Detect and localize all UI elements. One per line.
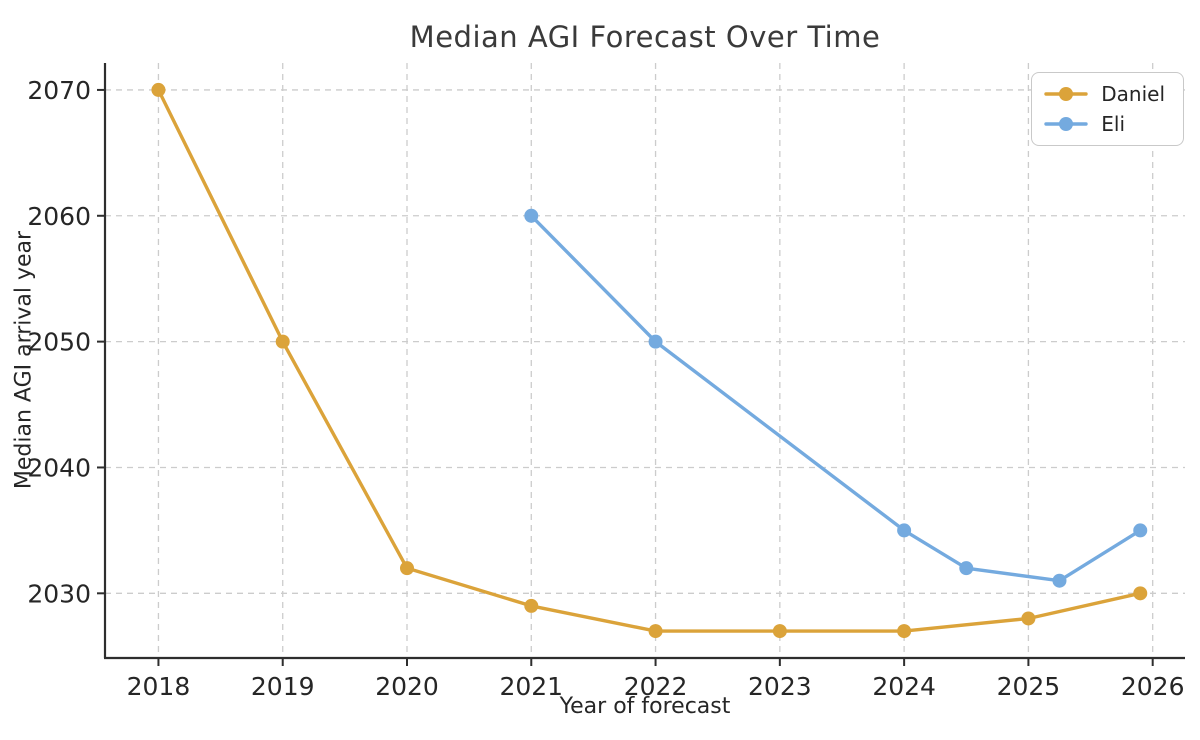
data-point — [648, 624, 663, 639]
data-point — [648, 334, 663, 349]
x-tick-label: 2022 — [624, 672, 688, 701]
series-line — [529, 214, 1142, 583]
data-point — [524, 598, 539, 613]
x-tick-label: 2019 — [251, 672, 315, 701]
y-axis-ticks: 2030 2040 2050 2060 2070 — [27, 76, 105, 608]
x-tick-label: 2018 — [127, 672, 191, 701]
data-point — [772, 624, 787, 639]
data-point — [897, 624, 912, 639]
y-tick-label: 2030 — [27, 579, 91, 608]
y-tick-label: 2060 — [27, 202, 91, 231]
legend-swatch-icon — [1044, 117, 1088, 131]
y-axis-label: Median AGI arrival year — [11, 230, 37, 490]
legend-swatch-icon — [1044, 87, 1088, 101]
y-tick-label: 2070 — [27, 76, 91, 105]
legend-item-eli: Eli — [1044, 113, 1165, 135]
data-point — [1052, 573, 1067, 588]
x-tick-label: 2025 — [997, 672, 1061, 701]
legend-item-daniel: Daniel — [1044, 83, 1165, 105]
legend-label: Eli — [1101, 112, 1125, 136]
x-tick-label: 2024 — [872, 672, 936, 701]
x-tick-label: 2023 — [748, 672, 812, 701]
series-daniel — [151, 82, 1148, 639]
legend-label: Daniel — [1101, 82, 1165, 106]
data-point — [897, 523, 912, 538]
chart-legend: Daniel Eli — [1031, 72, 1184, 146]
data-point — [151, 82, 166, 97]
series-eli — [524, 208, 1148, 588]
x-axis-label: Year of forecast — [559, 694, 731, 719]
data-point — [400, 561, 415, 576]
y-tick-label: 2040 — [27, 453, 91, 482]
series-line — [156, 88, 1142, 633]
chart-title: Median AGI Forecast Over Time — [409, 20, 881, 54]
data-point — [275, 334, 290, 349]
data-point — [1133, 586, 1148, 601]
data-point — [1133, 523, 1148, 538]
data-point — [959, 561, 974, 576]
x-tick-label: 2021 — [499, 672, 563, 701]
y-tick-label: 2050 — [27, 328, 91, 357]
data-point — [1021, 611, 1036, 626]
x-axis-ticks: 2018 2019 2020 2021 2022 2023 2024 2025 2026 — [127, 658, 1185, 701]
x-tick-label: 2020 — [375, 672, 439, 701]
x-tick-label: 2026 — [1121, 672, 1185, 701]
data-point — [524, 208, 539, 223]
gridlines — [105, 63, 1185, 658]
axes — [103, 63, 1185, 660]
